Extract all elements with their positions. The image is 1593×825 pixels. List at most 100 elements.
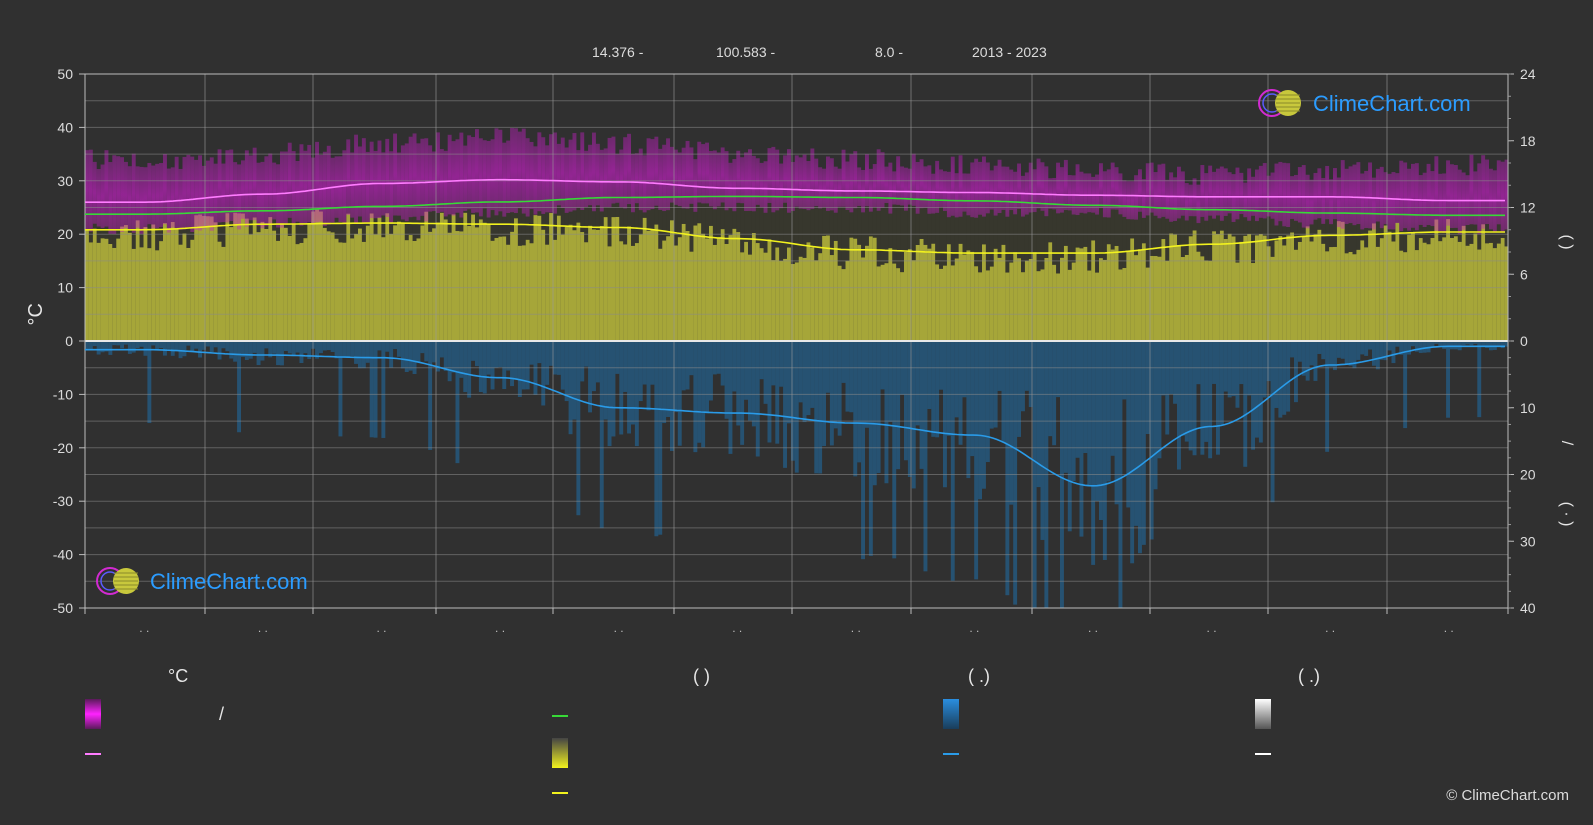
right-axis-tick-label: 6 xyxy=(1520,266,1528,282)
precipitation-bar xyxy=(638,341,643,402)
precipitation-bar xyxy=(712,341,717,375)
daylight-bar xyxy=(701,196,706,234)
daylight-bar xyxy=(849,197,854,238)
daylight-bar xyxy=(1329,213,1333,248)
daylight-bar xyxy=(1095,205,1099,273)
daylight-bar xyxy=(1278,211,1283,237)
sunshine-bar xyxy=(1095,272,1099,341)
daylight-bar xyxy=(787,196,791,248)
precipitation-bar xyxy=(354,341,358,364)
temperature-range-bar xyxy=(1496,160,1501,225)
sunshine-bar xyxy=(1056,273,1060,341)
precipitation-bar xyxy=(560,341,565,390)
sunshine-bar xyxy=(1356,249,1361,341)
sunshine-bar xyxy=(424,211,429,341)
temperature-range-bar xyxy=(646,138,651,211)
temperature-range-bar xyxy=(120,157,124,232)
daylight-bar xyxy=(1141,207,1146,244)
sunshine-bar xyxy=(759,248,764,341)
sunshine-bar xyxy=(350,238,355,341)
sunshine-bar xyxy=(295,244,300,341)
precipitation-bar xyxy=(861,341,865,560)
daylight-bar xyxy=(755,196,760,244)
temperature-range-bar xyxy=(1329,179,1333,225)
temperature-range-bar xyxy=(553,132,557,214)
daylight-bar xyxy=(1157,207,1162,257)
sunshine-bar xyxy=(1145,267,1150,341)
precipitation-bar xyxy=(529,341,534,365)
daylight-bar xyxy=(1313,212,1318,235)
sunshine-bar xyxy=(646,230,651,341)
daylight-bar xyxy=(806,197,811,243)
sunshine-bar xyxy=(88,242,93,341)
temperature-range-bar xyxy=(1453,164,1458,228)
temperature-range-bar xyxy=(1368,162,1372,229)
sunshine-bar xyxy=(1317,229,1322,341)
precipitation-bar xyxy=(989,341,994,429)
daylight-bar xyxy=(654,197,659,225)
sunshine-bar xyxy=(1060,257,1064,341)
sunshine-bar xyxy=(607,246,612,341)
precipitation-bar xyxy=(1434,341,1439,344)
daylight-bar xyxy=(1258,210,1263,234)
precipitation-bar xyxy=(280,341,284,366)
daylight-bar xyxy=(564,199,569,227)
temperature-range-bar xyxy=(424,138,429,222)
temperature-range-bar xyxy=(1099,163,1103,209)
precipitation-bar xyxy=(814,341,819,474)
sunshine-bar xyxy=(1153,256,1158,341)
daylight-bar xyxy=(685,196,690,231)
sunshine-bar xyxy=(989,266,994,341)
daylight-bar xyxy=(728,196,733,236)
temperature-range-bar xyxy=(1286,163,1291,227)
precipitation-bar xyxy=(751,341,756,427)
precipitation-bar xyxy=(135,341,140,349)
daylight-bar xyxy=(432,204,436,229)
precipitation-bar xyxy=(455,341,460,464)
sunshine-bar xyxy=(892,263,897,341)
sunshine-bar xyxy=(978,272,982,341)
sunshine-bar xyxy=(377,217,382,341)
precipitation-bar xyxy=(697,341,702,443)
sunshine-bar xyxy=(1489,242,1493,341)
temperature-range-bar xyxy=(326,145,331,225)
daylight-bar xyxy=(455,203,460,232)
sunshine-bar xyxy=(404,240,409,341)
daylight-bar xyxy=(767,196,772,240)
precipitation-bar xyxy=(143,341,148,356)
precipitation-bar xyxy=(568,341,573,435)
daylight-bar xyxy=(1130,206,1135,239)
sunshine-bar xyxy=(556,215,561,341)
sunshine-bar xyxy=(1087,270,1092,341)
sunshine-bar xyxy=(283,227,288,341)
precipitation-bar xyxy=(131,341,136,353)
temperature-range-bar xyxy=(685,140,690,209)
sunshine-bar xyxy=(213,222,218,341)
temperature-range-bar xyxy=(1028,162,1033,213)
temperature-range-bar xyxy=(1067,175,1072,211)
sunshine-bar xyxy=(494,237,499,341)
temperature-range-bar xyxy=(205,160,210,227)
daylight-bar xyxy=(865,197,869,246)
temperature-range-bar xyxy=(705,142,709,204)
precipitation-bar xyxy=(841,341,846,383)
sunshine-bar xyxy=(744,241,748,341)
precipitation-bar xyxy=(931,341,936,437)
sunshine-bar xyxy=(498,236,503,341)
temperature-range-bar xyxy=(853,151,858,209)
daylight-bar xyxy=(720,196,725,230)
temperature-range-bar xyxy=(1223,168,1228,216)
daylight-bar xyxy=(436,204,440,223)
sunshine-bar xyxy=(958,243,963,341)
precipitation-bar xyxy=(1208,341,1213,459)
temperature-range-bar xyxy=(112,155,117,235)
sunshine-bar xyxy=(673,245,678,341)
daylight-bar xyxy=(272,210,277,231)
daylight-bar xyxy=(584,198,589,243)
temperature-range-bar xyxy=(155,163,160,229)
daylight-bar xyxy=(884,198,889,264)
sunshine-bar xyxy=(631,245,635,341)
sunshine-bar xyxy=(342,242,347,341)
precipitation-bar xyxy=(416,341,421,363)
temperature-range-bar xyxy=(1110,162,1115,210)
